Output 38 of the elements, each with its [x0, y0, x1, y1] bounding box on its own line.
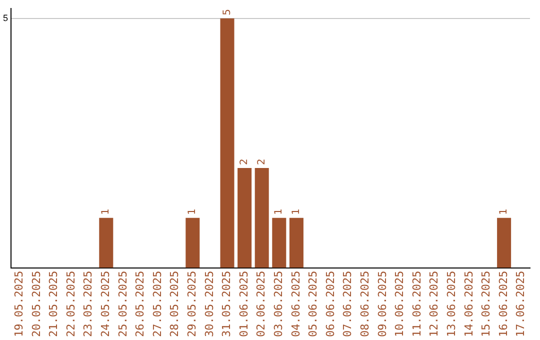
- x-tick-label: 17.06.2025: [514, 270, 528, 338]
- data-label: 1: [498, 208, 510, 215]
- x-tick-label: 22.05.2025: [64, 270, 78, 338]
- x-tick-label: 30.05.2025: [202, 270, 216, 338]
- x-tick-label: 02.06.2025: [254, 270, 268, 338]
- x-tick-label: 07.06.2025: [341, 270, 354, 338]
- x-tick-label: 12.06.2025: [428, 270, 441, 338]
- x-tick-label: 15.06.2025: [480, 270, 493, 338]
- data-label: 1: [274, 208, 285, 215]
- data-label: 1: [291, 208, 302, 215]
- x-tick-label: 25.05.2025: [116, 270, 130, 338]
- x-tick-label: 14.06.2025: [462, 270, 476, 338]
- x-tick-label: 28.05.2025: [168, 270, 182, 338]
- x-tick-label: 24.05.2025: [99, 270, 112, 338]
- x-tick-label: 10.06.2025: [393, 270, 406, 338]
- x-tick-label: 26.05.2025: [134, 270, 147, 338]
- data-label: 5: [222, 9, 233, 16]
- x-tick-label: 31.05.2025: [220, 270, 234, 338]
- data-label: 2: [256, 158, 268, 166]
- x-tick-label: 04.06.2025: [289, 270, 302, 338]
- x-tick-label: 19.05.2025: [12, 270, 26, 338]
- x-tick-label: 06.06.2025: [324, 270, 337, 338]
- x-tick-label: 11.06.2025: [410, 270, 424, 338]
- x-tick-label: 23.05.2025: [82, 270, 95, 338]
- x-tick-label: 09.06.2025: [376, 270, 389, 338]
- data-label: 2: [239, 158, 250, 166]
- x-tick-label: 08.06.2025: [358, 270, 372, 338]
- x-tick-label: 03.06.2025: [272, 270, 286, 338]
- data-label: 1: [100, 208, 112, 215]
- x-tick-label: 20.05.2025: [30, 270, 43, 338]
- x-tick-label: 13.06.2025: [445, 270, 458, 338]
- x-tick-label: 27.05.2025: [150, 270, 164, 338]
- data-label: 1: [187, 208, 198, 215]
- x-tick-label: 01.06.2025: [237, 270, 250, 338]
- x-tick-label: 16.06.2025: [496, 270, 510, 338]
- x-tick-label: 05.06.2025: [306, 270, 320, 338]
- x-tick-label: 21.05.2025: [47, 270, 60, 338]
- x-tick-label: 29.05.2025: [186, 270, 199, 338]
